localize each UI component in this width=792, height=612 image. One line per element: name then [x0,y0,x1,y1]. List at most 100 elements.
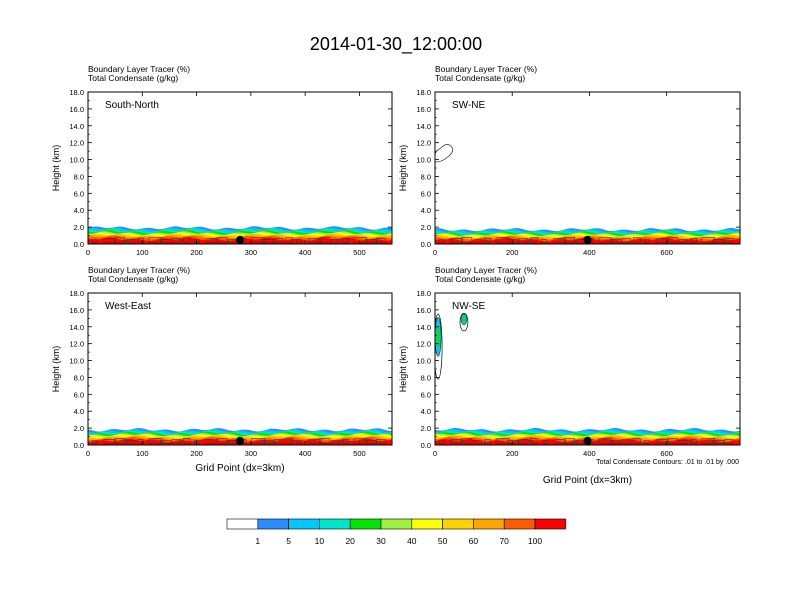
x-tick-label: 500 [353,248,366,257]
y-tick-label: 12.0 [69,340,84,349]
colorbar-label: 60 [469,536,479,546]
cloud-core [436,325,440,349]
colorbar-label: 30 [376,536,386,546]
y-axis-label: Height (km) [398,145,408,192]
panel-label: South-North [105,100,159,111]
x-tick-label: 400 [299,449,312,458]
condensate-contours [91,438,386,444]
y-tick-label: 16.0 [416,105,431,114]
footnote: Total Condensate Contours: .01 to .01 by… [596,459,739,466]
y-tick-label: 12.0 [69,139,84,148]
panel-title-condensate: Total Condensate (g/kg) [435,73,525,83]
colorbar-swatch [257,518,289,530]
y-tick-label: 10.0 [69,357,84,366]
x-tick-label: 300 [245,248,258,257]
panel-west-east: Boundary Layer Tracer (%)Total Condensat… [51,265,393,474]
colorbar-swatch [380,518,413,530]
colorbar-swatch [226,518,259,530]
y-tick-label: 18.0 [416,289,431,298]
cloud-outline [459,312,469,332]
plot-frame [87,91,393,245]
panel-label: SW-NE [452,100,485,111]
condensate-contours [438,237,734,243]
colorbar-label: 5 [286,536,291,546]
x-tick-label: 200 [190,248,203,257]
y-tick-label: 8.0 [421,373,431,382]
colorbar-swatch [288,518,320,530]
location-marker [583,436,592,445]
panel-sw-ne: Boundary Layer Tracer (%)Total Condensat… [398,64,741,257]
x-tick-label: 100 [136,248,149,257]
location-marker [236,436,244,445]
y-tick-label: 4.0 [74,206,84,215]
colorbar-swatch [349,518,382,530]
colorbar-swatch [319,518,351,530]
y-tick-label: 10.0 [416,357,431,366]
x-tick-label: 100 [136,449,149,458]
panel-nw-se: Boundary Layer Tracer (%)Total Condensat… [398,265,741,486]
y-tick-label: 8.0 [74,373,84,382]
boundary-layer-field [435,312,740,445]
panel-title-condensate: Total Condensate (g/kg) [88,73,178,83]
colorbar-swatch [503,518,536,530]
y-tick-label: 10.0 [69,156,84,165]
panel-title-condensate: Total Condensate (g/kg) [88,274,178,284]
colorbar-label: 70 [499,536,509,546]
y-tick-label: 10.0 [416,156,431,165]
figure-title: 2014-01-30_12:00:00 [310,34,482,55]
panel-title-tracer: Boundary Layer Tracer (%) [88,265,190,275]
x-tick-label: 400 [299,248,312,257]
panel-title-tracer: Boundary Layer Tracer (%) [435,265,537,275]
condensate-contours [91,237,386,243]
y-tick-label: 18.0 [69,289,84,298]
y-tick-label: 14.0 [416,323,431,332]
y-axis-label: Height (km) [51,346,61,393]
x-tick-label: 200 [506,248,519,257]
y-tick-label: 2.0 [74,424,84,433]
panel-title-tracer: Boundary Layer Tracer (%) [88,64,190,74]
y-tick-label: 16.0 [416,306,431,315]
x-tick-label: 300 [245,449,258,458]
colorbar-swatch [473,518,505,530]
y-tick-label: 0.0 [421,441,431,450]
y-tick-label: 8.0 [421,172,431,181]
panel-title-tracer: Boundary Layer Tracer (%) [435,64,537,74]
y-tick-label: 2.0 [74,223,84,232]
colorbar-swatch [411,518,443,530]
x-axis-label: Grid Point (dx=3km) [195,463,284,474]
colorbar-label: 20 [345,536,355,546]
y-tick-label: 14.0 [69,122,84,131]
y-tick-label: 2.0 [421,223,431,232]
x-tick-label: 600 [660,449,673,458]
panel-label: West-East [105,301,151,312]
y-tick-label: 14.0 [69,323,84,332]
panel-title-condensate: Total Condensate (g/kg) [435,274,525,284]
colorbar: 1 5 10 20 30 40 50 60 70 100 [226,518,567,546]
colorbar-label: 10 [315,536,325,546]
y-axis-label: Height (km) [51,145,61,192]
y-tick-label: 6.0 [421,390,431,399]
y-tick-label: 6.0 [74,189,84,198]
colorbar-swatch [534,518,567,530]
y-tick-label: 16.0 [69,306,84,315]
x-tick-label: 0 [86,449,90,458]
y-tick-label: 12.0 [416,139,431,148]
plot-frame [434,292,741,446]
x-axis-label: Grid Point (dx=3km) [543,475,632,486]
x-tick-label: 0 [86,248,90,257]
y-tick-label: 14.0 [416,122,431,131]
y-tick-label: 6.0 [74,390,84,399]
plot-frame [434,91,741,245]
x-tick-label: 600 [660,248,673,257]
colorbar-label: 100 [528,536,542,546]
y-tick-label: 4.0 [421,407,431,416]
y-tick-label: 2.0 [421,424,431,433]
cloud-outline [435,313,443,380]
panels: Boundary Layer Tracer (%)Total Condensat… [51,64,741,486]
colorbar-label: 50 [438,536,448,546]
colorbar-swatch [442,518,474,530]
panel-south-north: Boundary Layer Tracer (%)Total Condensat… [51,64,393,257]
colorbar-label: 1 [255,536,260,546]
location-marker [583,235,592,244]
x-tick-label: 500 [353,449,366,458]
